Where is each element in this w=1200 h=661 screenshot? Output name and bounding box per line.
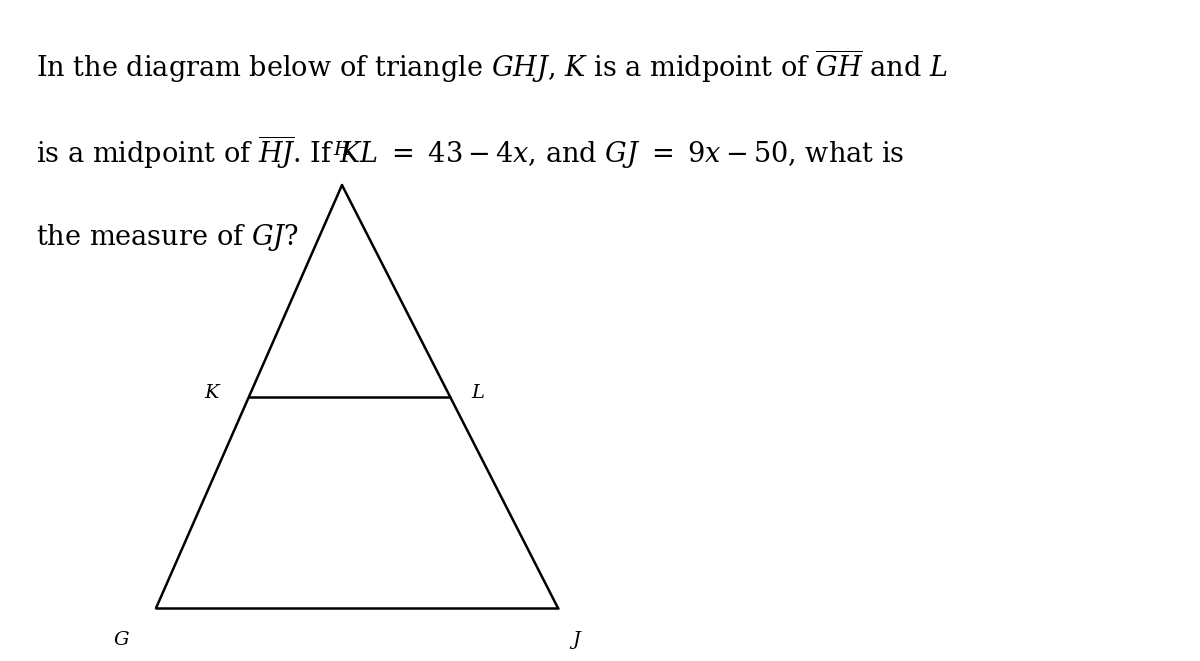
Text: K: K [204, 384, 220, 403]
Text: the measure of $\mathit{GJ}$?: the measure of $\mathit{GJ}$? [36, 223, 299, 253]
Text: H: H [334, 141, 350, 159]
Text: L: L [472, 384, 485, 403]
Text: G: G [114, 631, 130, 649]
Text: J: J [572, 631, 581, 649]
Text: In the diagram below of triangle $\mathit{GHJ}$, $\mathit{K}$ is a midpoint of $: In the diagram below of triangle $\mathi… [36, 47, 948, 85]
Text: is a midpoint of $\overline{HJ}$. If $\mathit{KL}$ $=$ $43-4\mathit{x}$, and $\m: is a midpoint of $\overline{HJ}$. If $\m… [36, 133, 905, 171]
